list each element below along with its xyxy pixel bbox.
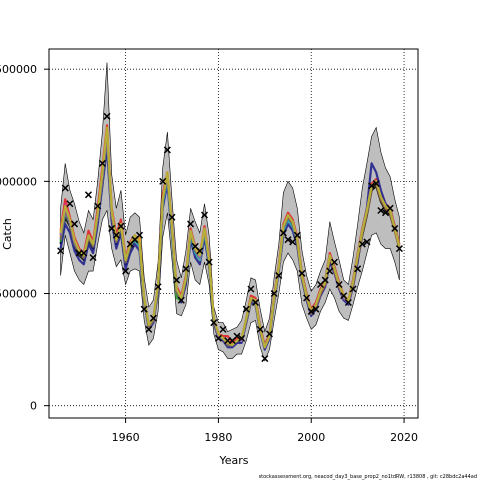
observed-point bbox=[182, 265, 190, 273]
observed-point bbox=[233, 332, 241, 340]
x-axis: 1960 1980 2000 2020 bbox=[112, 418, 418, 444]
x-axis-title: Years bbox=[218, 454, 248, 467]
observed-point bbox=[94, 202, 102, 210]
observed-point bbox=[242, 305, 250, 313]
observed-point bbox=[330, 258, 338, 266]
observed-point bbox=[279, 229, 287, 237]
x-tick-label: 1980 bbox=[204, 431, 232, 444]
observed-point bbox=[61, 184, 69, 192]
observed-point bbox=[344, 298, 352, 307]
observed-point bbox=[335, 281, 343, 289]
observed-point bbox=[140, 305, 148, 313]
observed-point bbox=[261, 355, 269, 363]
plot-frame bbox=[48, 48, 419, 419]
observed-point bbox=[210, 319, 218, 327]
observed-point bbox=[122, 267, 130, 275]
observed-point bbox=[214, 334, 222, 342]
confidence-band bbox=[60, 62, 400, 362]
observed-point bbox=[84, 191, 92, 199]
observed-points bbox=[57, 112, 403, 363]
observed-point bbox=[326, 267, 334, 275]
y-axis: 0 500000 1000000 1500000 bbox=[0, 63, 49, 413]
observed-point bbox=[252, 298, 260, 307]
observed-point bbox=[108, 224, 116, 232]
observed-point bbox=[321, 276, 329, 284]
y-axis-title: Catch bbox=[1, 218, 14, 250]
observed-point bbox=[80, 249, 88, 257]
x-tick-label: 2020 bbox=[390, 431, 418, 444]
observed-point bbox=[284, 236, 292, 244]
observed-point bbox=[98, 159, 106, 167]
observed-point bbox=[354, 265, 362, 273]
observed-point bbox=[205, 258, 213, 266]
observed-point bbox=[247, 285, 255, 293]
observed-point bbox=[238, 334, 246, 342]
observed-point bbox=[149, 314, 157, 322]
observed-point bbox=[154, 283, 162, 291]
observed-point bbox=[145, 325, 153, 333]
observed-point bbox=[349, 285, 357, 293]
observed-point bbox=[57, 247, 65, 255]
observed-point bbox=[196, 247, 204, 255]
y-tick-label: 500000 bbox=[0, 288, 37, 301]
observed-point bbox=[256, 325, 264, 333]
observed-point bbox=[312, 305, 320, 313]
observed-point bbox=[177, 296, 185, 304]
observed-point bbox=[391, 224, 399, 232]
y-tick-label: 1000000 bbox=[0, 175, 37, 188]
observed-point bbox=[103, 112, 111, 120]
observed-point bbox=[219, 325, 227, 333]
observed-point bbox=[395, 245, 403, 253]
uncertainty-band bbox=[60, 62, 400, 362]
x-tick-label: 1960 bbox=[112, 431, 140, 444]
observed-point bbox=[386, 204, 394, 212]
observed-point bbox=[173, 276, 181, 284]
observed-point bbox=[293, 231, 301, 239]
observed-point bbox=[117, 222, 125, 230]
observed-point bbox=[358, 240, 366, 248]
y-tick-label: 1500000 bbox=[0, 63, 37, 76]
observed-point bbox=[159, 177, 167, 185]
observed-point bbox=[135, 231, 144, 239]
observed-point bbox=[372, 180, 380, 188]
footer-text: stockassessment.org, neacod_day3_base_pr… bbox=[259, 474, 477, 480]
observed-point bbox=[303, 294, 311, 302]
observed-point bbox=[265, 330, 274, 338]
observed-point bbox=[270, 289, 278, 298]
observed-point bbox=[168, 213, 176, 221]
observed-point bbox=[66, 200, 74, 208]
observed-point bbox=[363, 238, 371, 246]
observed-point bbox=[307, 307, 315, 315]
observed-point bbox=[340, 292, 348, 300]
observed-point bbox=[187, 220, 195, 228]
observed-point bbox=[70, 220, 79, 228]
observed-point bbox=[89, 254, 97, 262]
x-tick-label: 2000 bbox=[297, 431, 325, 444]
observed-point bbox=[368, 182, 376, 190]
observed-point bbox=[275, 272, 283, 280]
observed-point bbox=[163, 146, 171, 154]
observed-point bbox=[377, 206, 385, 215]
observed-point bbox=[200, 211, 209, 219]
observed-point bbox=[112, 231, 120, 239]
observed-point bbox=[289, 238, 297, 246]
y-tick-label: 0 bbox=[30, 400, 37, 413]
observed-point bbox=[298, 269, 306, 277]
